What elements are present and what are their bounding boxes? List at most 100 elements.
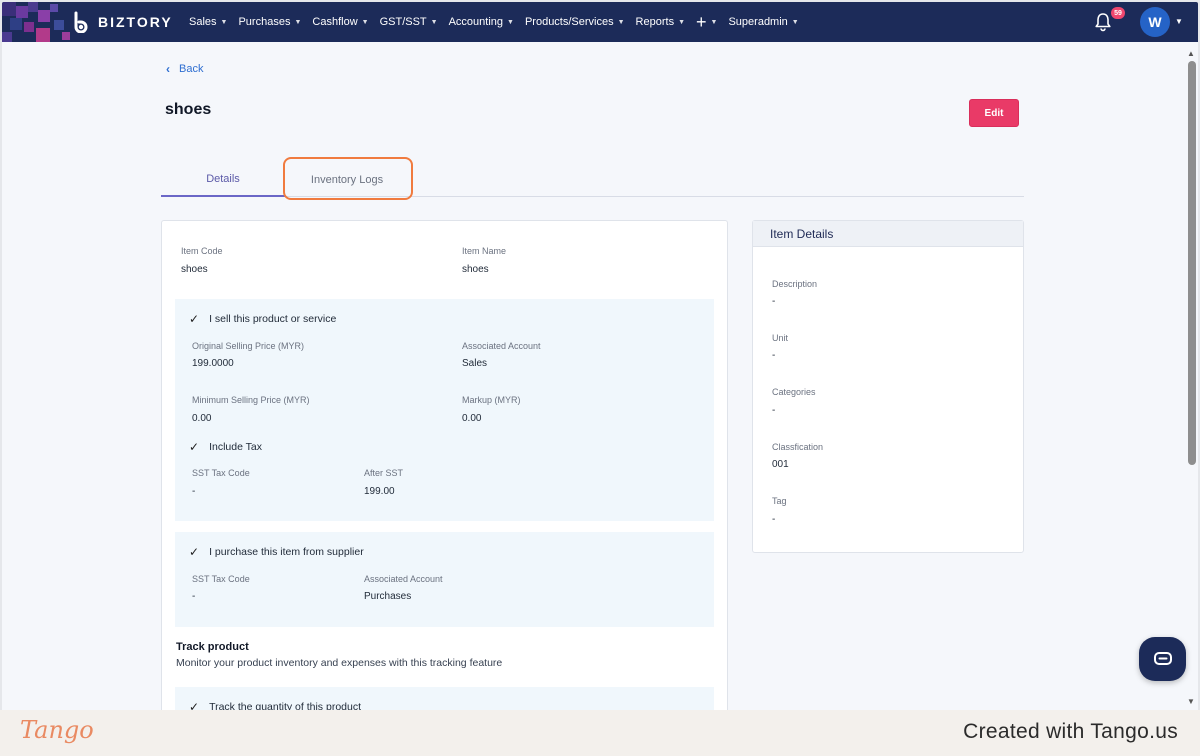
unit-label: Unit xyxy=(772,333,789,343)
sell-sst-code-value: - xyxy=(192,486,196,497)
plus-icon: + xyxy=(696,12,707,32)
check-icon: ✓ xyxy=(189,700,200,714)
tag-value: - xyxy=(772,514,776,525)
sell-account-value: Sales xyxy=(462,358,488,369)
scroll-down-arrow-icon[interactable]: ▼ xyxy=(1187,697,1195,706)
tab-bar: Details Inventory Logs xyxy=(161,162,1024,197)
markup-value: 0.00 xyxy=(462,413,482,424)
purchase-account-value: Purchases xyxy=(364,591,412,602)
menu-accounting[interactable]: Accounting ▼ xyxy=(449,16,514,28)
tango-logo: Tango xyxy=(20,716,94,744)
sell-section xyxy=(175,299,714,521)
chevron-down-icon: ▼ xyxy=(294,18,302,26)
top-navbar: BIZTORY Sales ▼ Purchases ▼ Cashflow ▼ GST/… xyxy=(2,2,1198,42)
bell-icon[interactable] xyxy=(1094,12,1112,32)
tab-details[interactable]: Details xyxy=(161,162,285,197)
purchase-sst-code-label: SST Tax Code xyxy=(192,574,250,584)
purchase-section xyxy=(175,532,714,627)
unit-value: - xyxy=(772,350,776,361)
brand-logo[interactable]: BIZTORY xyxy=(72,11,173,33)
scroll-up-arrow-icon[interactable]: ▲ xyxy=(1187,49,1195,58)
biztory-logo-icon xyxy=(74,11,88,33)
menu-purchases[interactable]: Purchases ▼ xyxy=(238,16,301,28)
item-details-side-card: Item Details xyxy=(752,220,1024,553)
sell-check-label: I sell this product or service xyxy=(209,313,337,325)
original-price-label: Original Selling Price (MYR) xyxy=(192,341,305,351)
menu-cashflow[interactable]: Cashflow ▼ xyxy=(312,16,368,28)
purchase-sst-code-value: - xyxy=(192,591,196,602)
purchase-check-row: ✓ I purchase this item from supplier xyxy=(189,545,364,559)
menu-sales[interactable]: Sales ▼ xyxy=(189,16,227,28)
check-icon: ✓ xyxy=(189,440,200,454)
scrollbar-thumb[interactable] xyxy=(1188,61,1196,465)
side-card-title: Item Details xyxy=(753,221,1023,247)
menu-quick-add[interactable]: + ▼ xyxy=(696,13,717,31)
menu-reports[interactable]: Reports ▼ xyxy=(636,16,685,28)
menu-label: Sales xyxy=(189,16,217,28)
min-price-value: 0.00 xyxy=(192,413,212,424)
menu-label: GST/SST xyxy=(379,16,427,28)
track-product-title: Track product xyxy=(176,641,249,653)
chevron-down-icon: ▼ xyxy=(220,18,228,26)
purchase-account-label: Associated Account xyxy=(364,574,443,584)
sell-check-row: ✓ I sell this product or service xyxy=(189,312,336,326)
menu-label: Accounting xyxy=(448,16,504,28)
logo-pixel-art xyxy=(2,2,98,42)
categories-label: Categories xyxy=(772,387,816,397)
purchase-check-label: I purchase this item from supplier xyxy=(209,546,364,558)
item-name-label: Item Name xyxy=(462,246,507,256)
chat-button[interactable] xyxy=(1139,637,1186,681)
tango-footer: Tango Created with Tango.us xyxy=(0,710,1200,756)
include-tax-row: ✓ Include Tax xyxy=(189,440,262,454)
after-sst-label: After SST xyxy=(364,468,404,478)
back-label: Back xyxy=(179,63,204,75)
description-label: Description xyxy=(772,279,818,289)
check-icon: ✓ xyxy=(189,312,200,326)
sell-sst-code-label: SST Tax Code xyxy=(192,468,250,478)
description-value: - xyxy=(772,296,776,307)
check-icon: ✓ xyxy=(189,545,200,559)
chevron-down-icon[interactable]: ▼ xyxy=(1175,17,1183,26)
menu-products-services[interactable]: Products/Services ▼ xyxy=(525,16,625,28)
chevron-down-icon: ▼ xyxy=(507,18,514,26)
menu-superadmin[interactable]: Superadmin ▼ xyxy=(728,16,798,28)
menu-gst-sst[interactable]: GST/SST ▼ xyxy=(380,16,438,28)
menu-label: Superadmin xyxy=(728,16,788,28)
chevron-down-icon: ▼ xyxy=(430,18,438,26)
item-code-value: shoes xyxy=(181,264,208,275)
main-menu: Sales ▼ Purchases ▼ Cashflow ▼ GST/SST ▼ Acc… xyxy=(189,2,799,42)
classification-value: 001 xyxy=(772,459,789,470)
user-avatar[interactable]: W xyxy=(1140,7,1170,37)
tag-label: Tag xyxy=(772,496,787,506)
tutorial-highlight xyxy=(283,157,413,200)
sell-account-label: Associated Account xyxy=(462,341,541,351)
edit-button[interactable]: Edit xyxy=(969,99,1019,127)
chevron-down-icon: ▼ xyxy=(617,18,625,26)
categories-value: - xyxy=(772,405,776,416)
chevron-down-icon: ▼ xyxy=(678,18,686,26)
menu-label: Purchases xyxy=(238,16,291,28)
menu-label: Cashflow xyxy=(312,16,358,28)
track-product-description: Monitor your product inventory and expen… xyxy=(176,657,503,669)
markup-label: Markup (MYR) xyxy=(462,395,521,405)
chevron-down-icon: ▼ xyxy=(791,18,799,26)
classification-label: Classfication xyxy=(772,442,824,452)
chat-icon xyxy=(1153,652,1172,665)
include-tax-label: Include Tax xyxy=(209,441,262,453)
brand-name: BIZTORY xyxy=(98,14,173,30)
original-price-value: 199.0000 xyxy=(192,358,234,369)
item-code-label: Item Code xyxy=(181,246,223,256)
chevron-down-icon: ▼ xyxy=(710,18,718,26)
created-with-tango: Created with Tango.us xyxy=(963,720,1178,743)
chevron-left-icon: ‹ xyxy=(166,62,170,76)
page-title: shoes xyxy=(165,101,212,118)
notification-badge: 59 xyxy=(1111,7,1125,19)
tab-inventory-logs[interactable]: Inventory Logs xyxy=(310,173,384,186)
menu-label: Reports xyxy=(635,16,675,28)
after-sst-value: 199.00 xyxy=(364,486,395,497)
back-link[interactable]: ‹ Back xyxy=(166,62,203,76)
menu-label: Products/Services xyxy=(524,16,614,28)
chevron-down-icon: ▼ xyxy=(361,18,369,26)
min-price-label: Minimum Selling Price (MYR) xyxy=(192,395,310,405)
